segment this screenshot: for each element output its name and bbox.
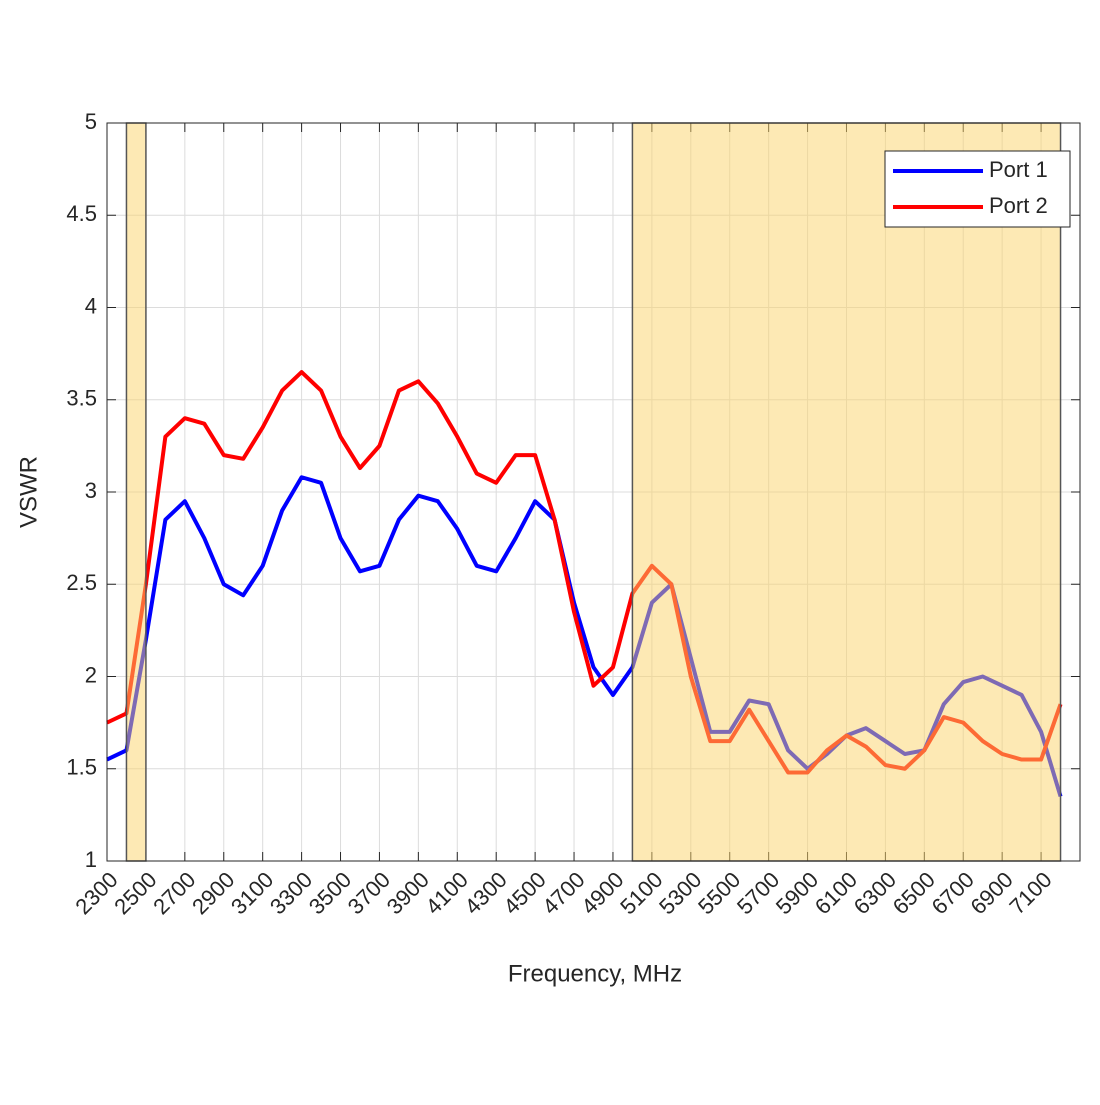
- legend-box: [884, 150, 1071, 228]
- y-tick-label: 3: [85, 478, 97, 503]
- x-tick-label: 6300: [849, 867, 901, 919]
- x-tick-label: 4700: [537, 867, 589, 919]
- x-tick-label: 5700: [732, 867, 784, 919]
- y-axis-label: VSWR: [15, 456, 42, 528]
- x-tick-label: 2700: [148, 867, 200, 919]
- x-tick-label: 3100: [226, 867, 278, 919]
- y-tick-label: 2.5: [66, 570, 97, 595]
- x-tick-label: 3900: [382, 867, 434, 919]
- x-tick-label: 5100: [615, 867, 667, 919]
- x-tick-label: 6100: [810, 867, 862, 919]
- x-tick-label: 5900: [771, 867, 823, 919]
- x-tick-label: 4300: [460, 867, 512, 919]
- y-tick-label: 4.5: [66, 201, 97, 226]
- y-tick-label: 2: [85, 662, 97, 687]
- x-tick-label: 3500: [304, 867, 356, 919]
- x-tick-label: 6500: [888, 867, 940, 919]
- x-tick-label: 3300: [265, 867, 317, 919]
- legend-label: Port 1: [989, 157, 1048, 182]
- x-tick-label: 3700: [343, 867, 395, 919]
- x-tick-label: 7100: [1004, 867, 1056, 919]
- y-tick-label: 1.5: [66, 755, 97, 780]
- x-tick-label: 2900: [187, 867, 239, 919]
- x-tick-label: 4500: [498, 867, 550, 919]
- shaded-band: [125, 122, 147, 862]
- x-tick-label: 6900: [966, 867, 1018, 919]
- x-tick-label: 2300: [70, 867, 122, 919]
- y-tick-label: 4: [85, 293, 97, 318]
- x-axis-label: Frequency, MHz: [508, 960, 682, 987]
- x-tick-label: 2500: [109, 867, 161, 919]
- axes-box: [106, 122, 1081, 862]
- legend-label: Port 2: [989, 193, 1048, 218]
- x-tick-label: 4100: [421, 867, 473, 919]
- x-tick-label: 6700: [927, 867, 979, 919]
- x-tick-label: 4900: [576, 867, 628, 919]
- x-tick-label: 5300: [654, 867, 706, 919]
- y-tick-label: 5: [85, 109, 97, 134]
- shaded-band: [631, 122, 1062, 862]
- y-tick-label: 3.5: [66, 386, 97, 411]
- x-tick-label: 5500: [693, 867, 745, 919]
- y-tick-label: 1: [85, 847, 97, 872]
